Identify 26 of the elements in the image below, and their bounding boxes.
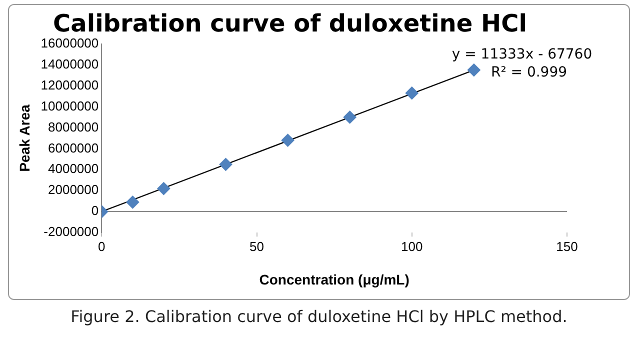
caption: Figure 2. Calibration curve of duloxetine HCl by HPLC method. — [70, 307, 568, 326]
y-tick-label: 16000000 — [40, 35, 99, 50]
x-tick-label: 50 — [250, 238, 264, 254]
point — [343, 110, 356, 124]
y-tick-label: 6000000 — [48, 140, 99, 156]
point — [281, 134, 294, 147]
annotation: y = 11333x - 67760 — [452, 46, 592, 62]
y-tick-label: -2000000 — [44, 224, 99, 240]
point — [405, 86, 418, 100]
y-tick-label: 4000000 — [48, 161, 99, 176]
y-axis-title: Peak Area — [16, 104, 32, 172]
chart-title: Calibration curve of duloxetine HCl — [53, 10, 527, 38]
x-tick-label: 100 — [401, 238, 423, 254]
y-tick-label: 0 — [91, 203, 99, 218]
x-axis-title: Concentration (μg/mL) — [259, 271, 410, 288]
point — [157, 182, 170, 196]
y-tick-label: 14000000 — [40, 56, 99, 72]
y-tick-label: 12000000 — [40, 77, 99, 92]
y-tick-label: 2000000 — [48, 182, 99, 198]
annotation: R² = 0.999 — [490, 64, 568, 80]
point — [219, 158, 232, 171]
x-tick-label: 150 — [556, 238, 578, 254]
y-tick-label: 8000000 — [48, 119, 99, 134]
point — [126, 196, 140, 209]
y-tick-label: 10000000 — [40, 98, 99, 114]
point — [467, 64, 480, 77]
